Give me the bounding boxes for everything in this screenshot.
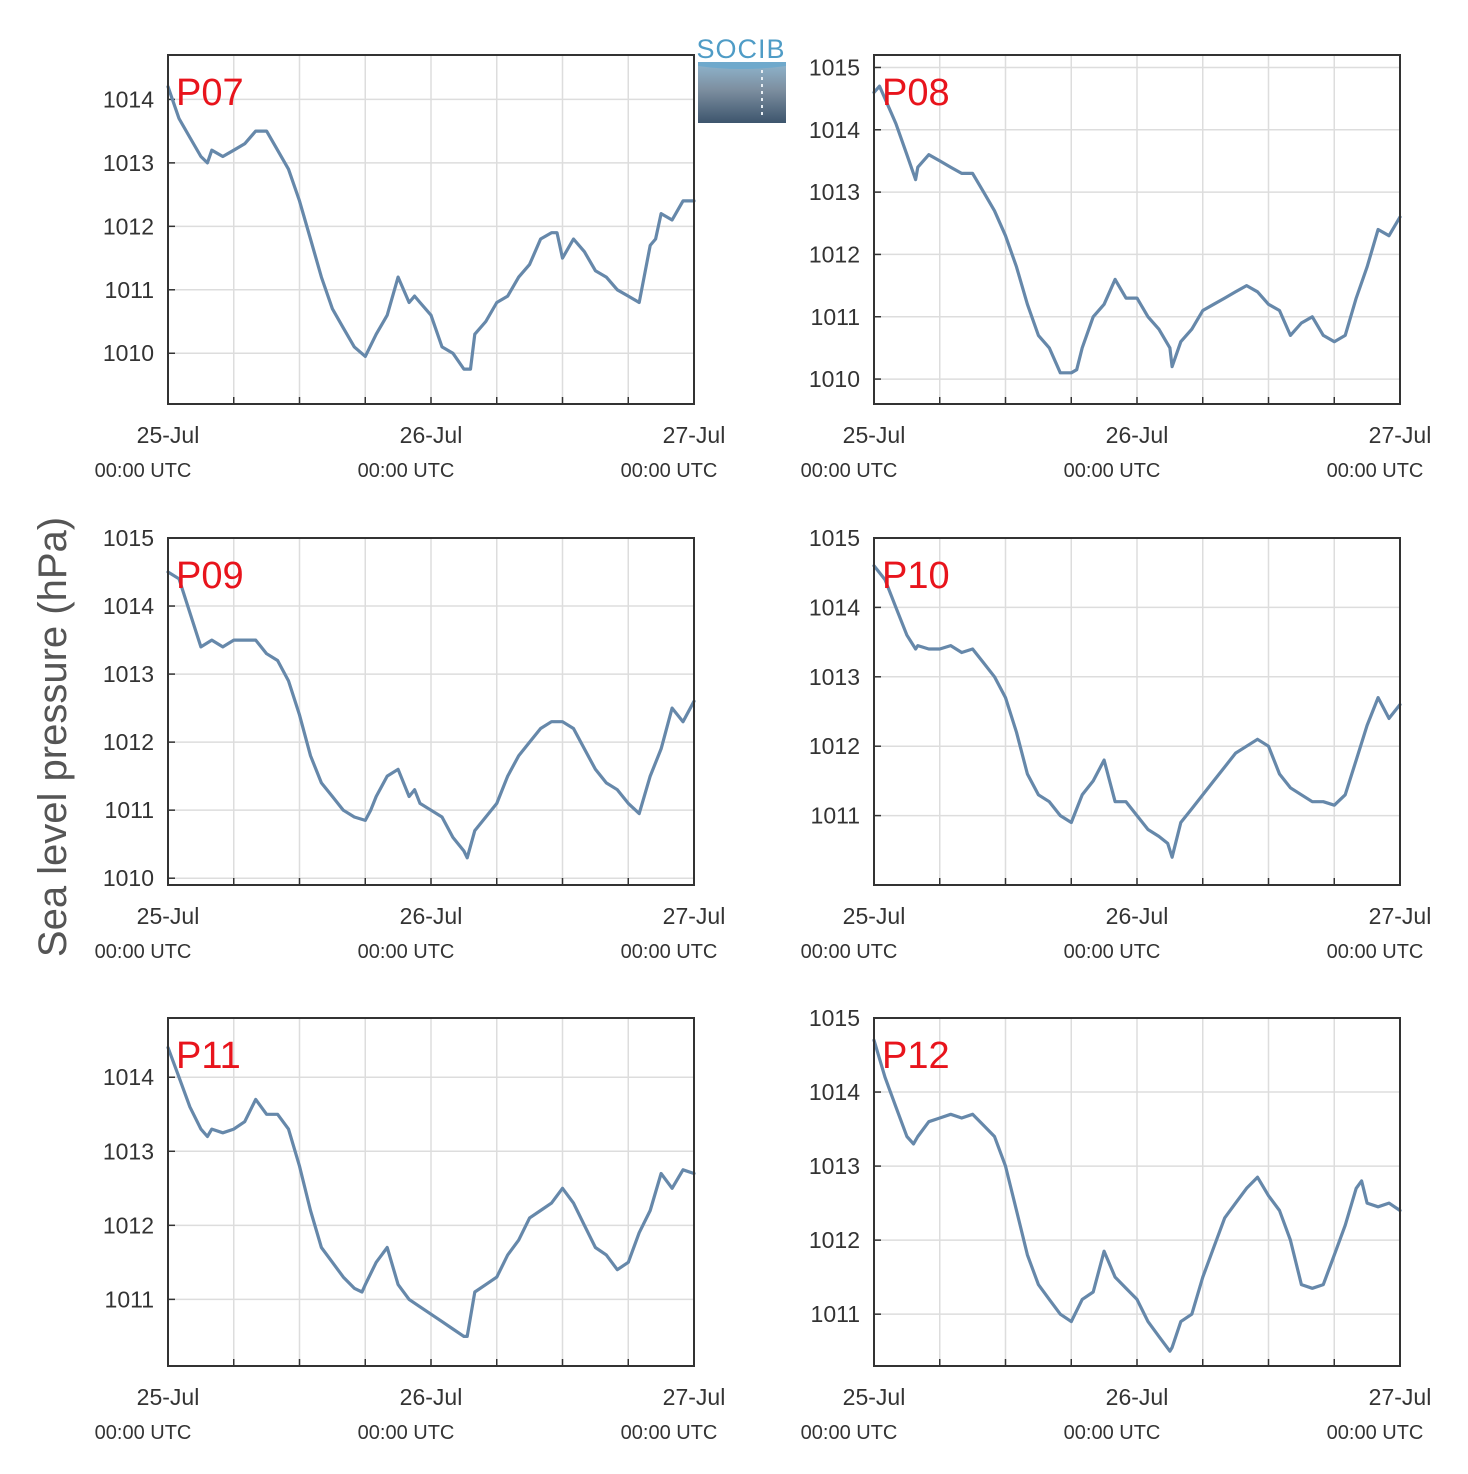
y-tick-label: 1015	[809, 54, 860, 80]
y-tick-label: 1013	[103, 1138, 154, 1164]
x-tick-sublabel: 00:00 UTC	[1327, 1422, 1424, 1444]
x-tick-sublabel: 00:00 UTC	[95, 1422, 192, 1444]
y-tick-label: 1015	[809, 525, 860, 551]
panel-label: P10	[882, 555, 950, 597]
panel-p08: 1010 1011 1012 1013 1014 1015 25-Jul 00:00 UTC 2…	[801, 54, 1432, 482]
y-tick-label: 1012	[809, 1227, 860, 1253]
y-tick-label: 1014	[103, 593, 154, 619]
x-tick-label: 26-Jul	[400, 422, 463, 448]
x-tick-label: 25-Jul	[843, 422, 906, 448]
x-tick-label: 27-Jul	[663, 903, 726, 929]
y-tick-label: 1011	[105, 797, 154, 823]
pressure-series-line	[166, 1046, 696, 1338]
y-tick-label: 1013	[103, 661, 154, 687]
x-tick-label: 26-Jul	[1106, 422, 1169, 448]
x-tick-label: 27-Jul	[1369, 903, 1432, 929]
y-tick-label: 1012	[809, 241, 860, 267]
panel-label: P08	[882, 72, 950, 114]
x-tick-label: 27-Jul	[663, 1384, 726, 1410]
x-tick-sublabel: 00:00 UTC	[621, 941, 718, 963]
x-tick-label: 27-Jul	[1369, 1384, 1432, 1410]
y-tick-label: 1011	[811, 1301, 860, 1327]
plot-frame	[167, 1017, 695, 1367]
x-tick-label: 25-Jul	[137, 1384, 200, 1410]
y-tick-label: 1013	[809, 1153, 860, 1179]
x-tick-sublabel: 00:00 UTC	[1064, 460, 1161, 482]
y-tick-label: 1014	[103, 1064, 154, 1090]
y-tick-label: 1014	[809, 594, 860, 620]
x-tick-label: 25-Jul	[843, 903, 906, 929]
y-tick-label: 1010	[809, 366, 860, 392]
y-tick-label: 1010	[103, 865, 154, 891]
y-tick-label: 1010	[103, 340, 154, 366]
panel-p12: 1011 1012 1013 1014 1015 25-Jul 00:00 UTC 26-Ju…	[801, 1005, 1432, 1444]
plot-frame	[873, 54, 1401, 405]
y-tick-label: 1013	[809, 179, 860, 205]
y-tick-label: 1011	[105, 277, 154, 303]
x-tick-sublabel: 00:00 UTC	[1064, 1422, 1161, 1444]
y-tick-label: 1012	[103, 213, 154, 239]
x-tick-label: 26-Jul	[400, 1384, 463, 1410]
y-tick-label: 1014	[103, 86, 154, 112]
x-tick-sublabel: 00:00 UTC	[358, 1422, 455, 1444]
y-tick-label: 1011	[811, 803, 860, 829]
pressure-series-line	[166, 85, 696, 371]
panel-p07: 1010 1011 1012 1013 1014 25-Jul 00:00 UTC 26-Ju…	[95, 54, 726, 482]
plot-frame	[167, 54, 695, 405]
y-tick-label: 1013	[809, 664, 860, 690]
x-tick-sublabel: 00:00 UTC	[621, 1422, 718, 1444]
x-tick-label: 25-Jul	[843, 1384, 906, 1410]
panel-label: P12	[882, 1035, 950, 1077]
panel-label: P11	[176, 1035, 241, 1077]
y-tick-label: 1015	[809, 1005, 860, 1031]
y-tick-label: 1012	[103, 1212, 154, 1238]
y-tick-label: 1015	[103, 525, 154, 551]
y-tick-label: 1013	[103, 150, 154, 176]
x-tick-sublabel: 00:00 UTC	[1327, 941, 1424, 963]
x-tick-sublabel: 00:00 UTC	[95, 460, 192, 482]
panel-p09: 1010 1011 1012 1013 1014 1015 25-Jul 00:00 UTC 2…	[95, 525, 726, 963]
pressure-series-line	[166, 570, 696, 860]
y-axis-label: Sea level pressure (hPa)	[31, 517, 75, 957]
x-tick-label: 27-Jul	[663, 422, 726, 448]
x-tick-label: 26-Jul	[400, 903, 463, 929]
x-tick-sublabel: 00:00 UTC	[621, 460, 718, 482]
logo-text: SOCIB	[696, 34, 785, 64]
x-tick-sublabel: 00:00 UTC	[358, 941, 455, 963]
pressure-series-line	[872, 1038, 1402, 1353]
x-tick-sublabel: 00:00 UTC	[95, 941, 192, 963]
y-tick-label: 1012	[103, 729, 154, 755]
panel-label: P09	[176, 555, 244, 597]
pressure-series-line	[872, 564, 1402, 859]
y-tick-label: 1014	[809, 1079, 860, 1105]
x-tick-sublabel: 00:00 UTC	[801, 460, 898, 482]
plot-frame	[873, 1017, 1401, 1367]
x-tick-label: 27-Jul	[1369, 422, 1432, 448]
plot-frame	[873, 537, 1401, 886]
y-tick-label: 1011	[811, 304, 860, 330]
x-tick-sublabel: 00:00 UTC	[801, 941, 898, 963]
x-tick-label: 25-Jul	[137, 422, 200, 448]
x-tick-sublabel: 00:00 UTC	[801, 1422, 898, 1444]
x-tick-label: 26-Jul	[1106, 903, 1169, 929]
x-tick-label: 26-Jul	[1106, 1384, 1169, 1410]
socib-logo: SOCIB	[696, 34, 786, 123]
x-tick-sublabel: 00:00 UTC	[1064, 941, 1161, 963]
panels: 1010 1011 1012 1013 1014 25-Jul 00:00 UTC 26-Ju…	[95, 54, 1432, 1444]
y-tick-label: 1011	[105, 1286, 154, 1312]
pressure-series-line	[872, 84, 1402, 375]
x-tick-sublabel: 00:00 UTC	[358, 460, 455, 482]
panel-label: P07	[176, 72, 244, 114]
panel-p11: 1011 1012 1013 1014 25-Jul 00:00 UTC 26-Jul 00:…	[95, 1017, 726, 1444]
x-tick-sublabel: 00:00 UTC	[1327, 460, 1424, 482]
y-tick-label: 1012	[809, 733, 860, 759]
y-tick-label: 1014	[809, 117, 860, 143]
plot-frame	[167, 537, 695, 886]
x-tick-label: 25-Jul	[137, 903, 200, 929]
panel-p10: 1011 1012 1013 1014 1015 25-Jul 00:00 UTC 26-Ju…	[801, 525, 1432, 963]
